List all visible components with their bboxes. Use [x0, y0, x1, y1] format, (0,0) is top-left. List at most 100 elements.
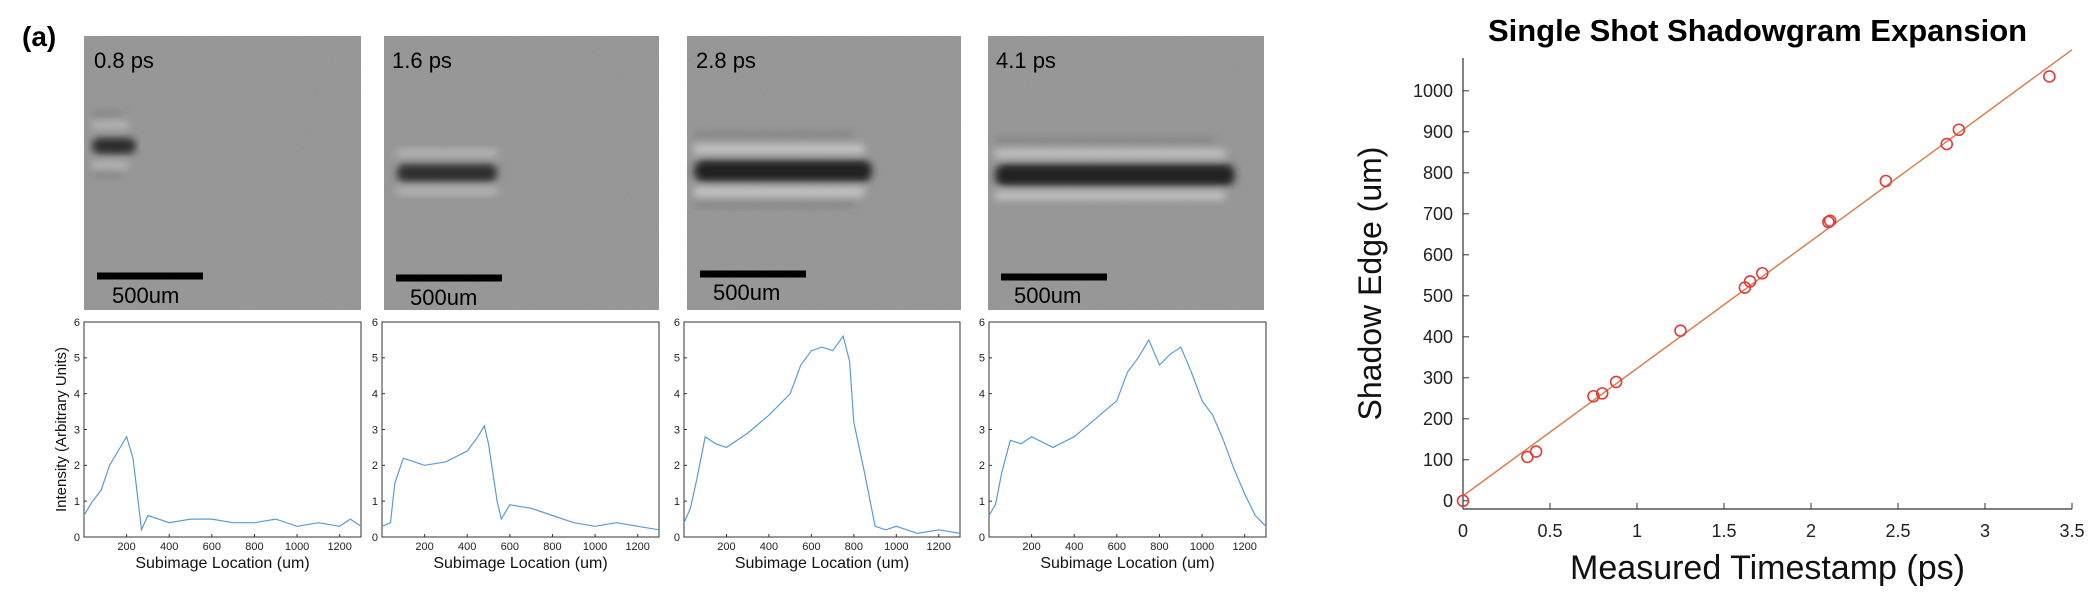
x-tick-label: 400 [760, 541, 778, 553]
y-tick-label: 200 [1423, 409, 1453, 429]
y-tick-label: 300 [1423, 368, 1453, 388]
y-tick-label: 700 [1423, 204, 1453, 224]
x-tick-label: 800 [543, 541, 561, 553]
y-tick-label: 400 [1423, 327, 1453, 347]
x-tick-label: 1000 [285, 541, 309, 553]
x-tick-label: 600 [1108, 541, 1126, 553]
shadowgram-image-3: 2.8 ps 500um [687, 36, 961, 310]
plot-frame [988, 321, 1267, 538]
y-tick-label: 1000 [1413, 81, 1453, 101]
y-tick-label: 1 [674, 496, 680, 508]
time-label: 2.8 ps [696, 48, 756, 73]
y-tick-label: 3 [372, 424, 378, 436]
y-tick-label: 0 [74, 532, 80, 544]
data-point [1674, 324, 1687, 337]
data-point [1595, 387, 1609, 400]
y-tick-label: 900 [1423, 122, 1453, 142]
data-point [1755, 266, 1769, 280]
y-tick-label: 3 [979, 424, 985, 436]
shadowgram-image-1: 0.8 ps 500um [84, 36, 361, 310]
y-tick-label: 3 [74, 424, 80, 436]
y-tick-label: 1 [372, 496, 378, 508]
data-point [1529, 445, 1543, 458]
y-tick-label: 1 [74, 496, 80, 508]
plot-frame [683, 321, 961, 538]
x-axis-label: Subimage Location (um) [135, 555, 309, 572]
shadowgram-expansion-chart: 0 0.5 1 1.5 2 2.5 3 3.5 0 100 200 300 400 500 600 700 80… [1352, 13, 2085, 587]
x-tick-label: 1200 [327, 541, 351, 553]
intensity-profile-chart-4: 200 400 600 800 1000 1200 0 1 2 3 4 5 6 Subimage Loca… [979, 317, 1267, 572]
x-tick-label: 400 [458, 541, 476, 553]
intensity-line [988, 338, 1267, 527]
x-tick-label: 200 [415, 541, 433, 553]
y-tick-label: 0 [674, 532, 680, 544]
x-axis-label: Subimage Location (um) [1040, 555, 1214, 572]
data-point [1587, 389, 1600, 403]
time-label: 0.8 ps [94, 48, 154, 73]
y-tick-label: 2 [74, 460, 80, 472]
x-tick-label: 3 [1980, 521, 1990, 541]
y-tick-label: 0 [979, 532, 985, 544]
x-tick-label: 1200 [927, 541, 951, 553]
y-tick-label: 5 [372, 353, 378, 365]
y-tick-label: 3 [674, 424, 680, 436]
intensity-line [381, 424, 660, 531]
y-tick-label: 0 [372, 532, 378, 544]
y-tick-label: 6 [74, 317, 80, 329]
x-tick-label: 800 [245, 541, 263, 553]
x-tick-label: 200 [717, 541, 735, 553]
x-tick-label: 2.5 [1885, 521, 1910, 541]
x-tick-label: 600 [501, 541, 519, 553]
y-tick-label: 5 [979, 353, 985, 365]
data-point [1879, 174, 1893, 188]
y-tick-label: 600 [1423, 245, 1453, 265]
x-axis-label: Measured Timestamp (ps) [1570, 549, 1965, 587]
x-tick-label: 2 [1806, 521, 1816, 541]
y-tick-label: 4 [74, 389, 80, 401]
plot-frame [83, 321, 362, 538]
y-tick-label: 5 [674, 353, 680, 365]
intensity-profile-chart-1: 200 400 600 800 1000 1200 0 1 2 3 4 5 6 Subimage Loca… [53, 317, 362, 572]
x-tick-label: 800 [845, 541, 863, 553]
x-tick-label: 400 [1065, 541, 1083, 553]
time-label: 4.1 ps [996, 48, 1056, 73]
x-tick-label: 600 [802, 541, 820, 553]
x-tick-label: 1.5 [1711, 521, 1736, 541]
panel-label: (a) [22, 21, 56, 52]
y-tick-label: 2 [674, 460, 680, 472]
y-tick-label: 800 [1423, 163, 1453, 183]
x-tick-label: 0 [1458, 521, 1468, 541]
data-point [1822, 215, 1835, 229]
time-label: 1.6 ps [392, 48, 452, 73]
data-point [1456, 494, 1470, 508]
x-axis-label: Subimage Location (um) [433, 555, 607, 572]
intensity-line [683, 334, 961, 535]
x-tick-label: 200 [117, 541, 135, 553]
x-tick-label: 1000 [1190, 541, 1214, 553]
intensity-profile-chart-2: 200 400 600 800 1000 1200 0 1 2 3 4 5 6 Subimage Loca… [372, 317, 660, 572]
y-tick-label: 2 [372, 460, 378, 472]
scale-bar-label: 500um [713, 280, 780, 305]
x-tick-label: 600 [203, 541, 221, 553]
x-tick-label: 1000 [583, 541, 607, 553]
shadowgram-image-2: 1.6 ps 500um [384, 36, 659, 310]
y-tick-label: 4 [979, 389, 985, 401]
x-tick-label: 1000 [884, 541, 908, 553]
data-point [1952, 123, 1966, 137]
y-tick-label: 1 [979, 496, 985, 508]
scale-bar-label: 500um [112, 283, 179, 308]
y-tick-label: 0 [1443, 491, 1453, 511]
data-point [1940, 137, 1954, 151]
x-tick-label: 400 [160, 541, 178, 553]
shadowgram-image-4: 4.1 ps 500um [988, 36, 1264, 310]
data-point [2043, 70, 2056, 83]
intensity-line [83, 435, 362, 533]
x-tick-label: 1 [1632, 521, 1642, 541]
scale-bar-label: 500um [1014, 283, 1081, 308]
scale-bar-label: 500um [410, 285, 477, 310]
y-tick-label: 500 [1423, 286, 1453, 306]
data-point [1609, 375, 1623, 389]
x-tick-label: 800 [1150, 541, 1168, 553]
data-point [1823, 214, 1837, 228]
